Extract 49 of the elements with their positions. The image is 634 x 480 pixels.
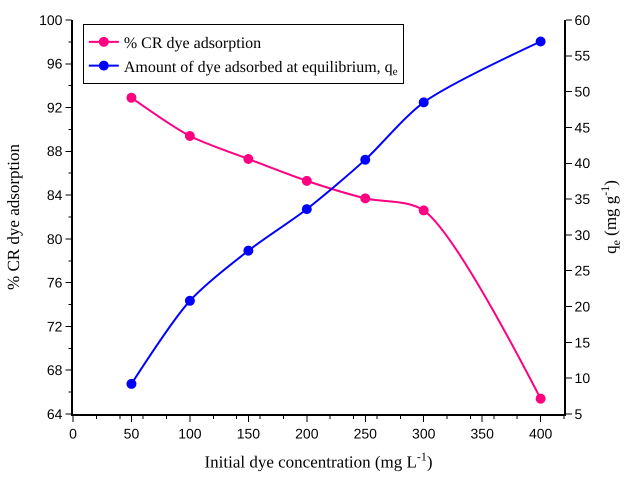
point	[536, 36, 546, 46]
x-tick-label: 250	[354, 426, 378, 442]
y2-tick-label: 15	[574, 334, 590, 350]
x-axis-title: Initial dye concentration (mg L$^{-1}$)	[204, 449, 433, 472]
y2-tick-label: 40	[574, 155, 590, 172]
x-tick-label: 0	[69, 426, 78, 442]
point	[418, 205, 429, 216]
y-tick-label: 68	[46, 362, 63, 378]
point	[243, 246, 254, 256]
point	[360, 193, 370, 204]
y2-tick-label: 10	[574, 370, 590, 386]
point	[243, 154, 254, 164]
x-tick-label: 300	[412, 426, 436, 442]
point	[418, 97, 429, 108]
x-tick-label: 100	[178, 426, 202, 442]
y2-tick-label: 30	[574, 226, 590, 243]
y-tick-label: 100	[39, 12, 63, 28]
x-tick-label: 150	[236, 426, 260, 442]
point	[302, 204, 312, 214]
y2-tick-label: 20	[574, 298, 590, 314]
y2-tick-label: 50	[574, 84, 590, 100]
y2-tick-label: 45	[574, 119, 590, 136]
y-tick-label: 92	[46, 99, 63, 116]
y2-tick-label: 60	[574, 12, 590, 28]
x-tick-label: 350	[470, 426, 494, 442]
legend-label: % CR dye adsorption	[124, 35, 262, 52]
point	[536, 394, 546, 404]
y-axis-title: % CR dye adsorption	[4, 144, 24, 290]
y-tick-label: 64	[46, 406, 63, 422]
point	[302, 176, 312, 186]
y-tick-label: 76	[46, 274, 63, 291]
y-tick-label: 72	[46, 318, 63, 334]
y-tick-label: 80	[46, 230, 63, 247]
y-tick-label: 88	[46, 143, 63, 160]
y2-tick-label: 25	[574, 262, 590, 279]
point	[360, 154, 370, 165]
point	[184, 131, 195, 142]
x-tick-label: 200	[295, 426, 319, 442]
y-tick-label: 96	[46, 56, 63, 72]
y-tick-label: 84	[46, 187, 63, 204]
y2-tick-label: 35	[574, 190, 590, 207]
x-tick-label: 400	[528, 426, 553, 442]
legend-label: Amount of dye adsorbed at equilibrium, q$_{e}$	[124, 58, 398, 78]
x-tick-label: 50	[124, 426, 140, 442]
point	[126, 92, 136, 103]
y2-tick-label: 55	[574, 48, 590, 64]
y2-tick-label: 5	[574, 406, 583, 422]
point	[184, 296, 195, 306]
point	[126, 378, 136, 389]
